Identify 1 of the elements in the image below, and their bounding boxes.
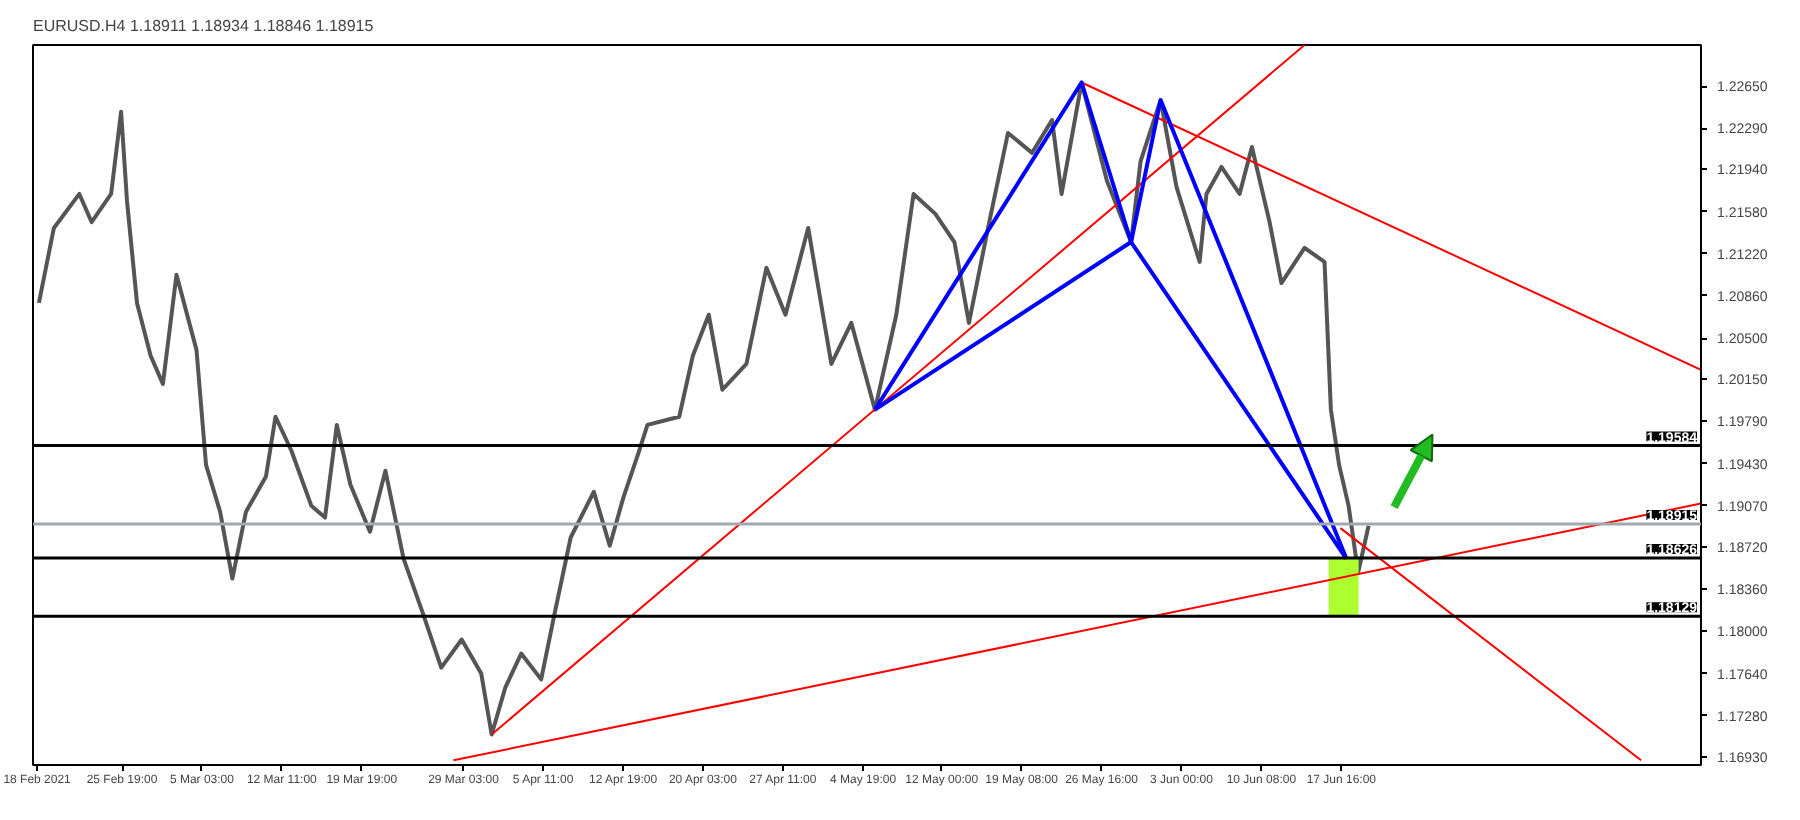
chart-title: EURUSD.H4 1.18911 1.18934 1.18846 1.18915 xyxy=(33,17,375,35)
